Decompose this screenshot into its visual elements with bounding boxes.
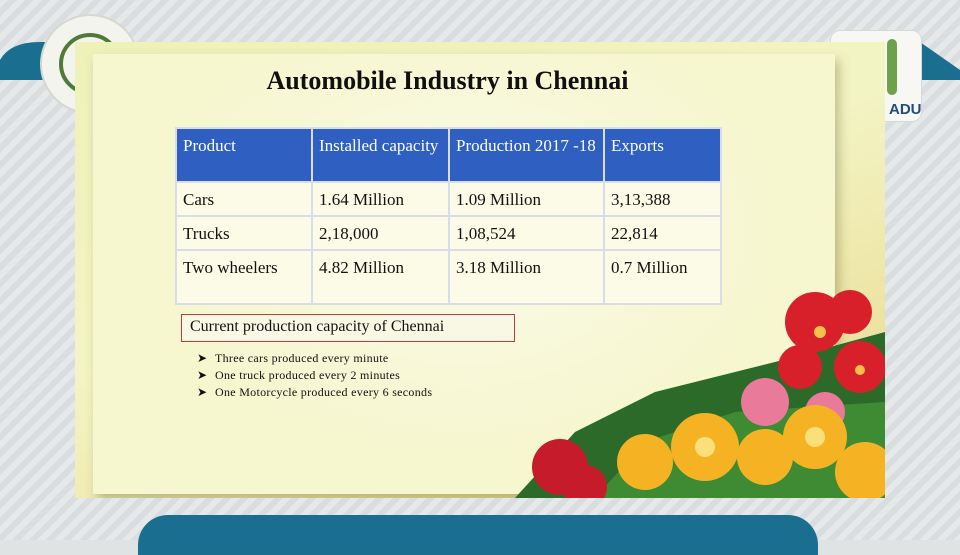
bullet-text: One truck produced every 2 minutes — [215, 368, 401, 382]
table-cell: 3.18 Million — [448, 249, 605, 305]
table-header-row: Product Installed capacity Production 20… — [175, 127, 722, 183]
table-cell: 3,13,388 — [603, 181, 722, 217]
capacity-label-box: Current production capacity of Chennai — [181, 314, 515, 342]
header-exports: Exports — [603, 127, 722, 183]
automobile-table: Product Installed capacity Production 20… — [175, 127, 722, 305]
table-cell: Trucks — [175, 215, 313, 251]
table-cell: 1,08,524 — [448, 215, 605, 251]
table-cell: 2,18,000 — [311, 215, 450, 251]
bullet-list: ➤ Three cars produced every minute ➤ One t… — [197, 350, 432, 401]
arrow-bullet-icon: ➤ — [197, 351, 208, 365]
header-production: Production 2017 -18 — [448, 127, 605, 183]
list-item: ➤ One Motorcycle produced every 6 seconds — [197, 384, 432, 401]
table-row: Trucks 2,18,000 1,08,524 22,814 — [175, 215, 722, 251]
list-item: ➤ One truck produced every 2 minutes — [197, 367, 432, 384]
table-cell: 1.09 Million — [448, 181, 605, 217]
table-row: Two wheelers 4.82 Million 3.18 Million 0… — [175, 249, 722, 305]
bullet-text: Three cars produced every minute — [215, 351, 389, 365]
table-cell: Cars — [175, 181, 313, 217]
table-cell: 0.7 Million — [603, 249, 722, 305]
flower-decoration — [515, 290, 885, 498]
header-product: Product — [175, 127, 313, 183]
table-cell: 1.64 Million — [311, 181, 450, 217]
list-item: ➤ Three cars produced every minute — [197, 350, 432, 367]
table-row: Cars 1.64 Million 1.09 Million 3,13,388 — [175, 181, 722, 217]
table-cell: 4.82 Million — [311, 249, 450, 305]
arrow-bullet-icon: ➤ — [197, 368, 208, 382]
arrow-bullet-icon: ➤ — [197, 385, 208, 399]
bottom-band — [138, 515, 818, 555]
slide-title: Automobile Industry in Chennai — [266, 66, 629, 95]
bullet-text: One Motorcycle produced every 6 seconds — [215, 385, 433, 399]
logo-text: ADU — [889, 101, 922, 118]
table-cell: 22,814 — [603, 215, 722, 251]
table-cell: Two wheelers — [175, 249, 313, 305]
header-installed-capacity: Installed capacity — [311, 127, 450, 183]
